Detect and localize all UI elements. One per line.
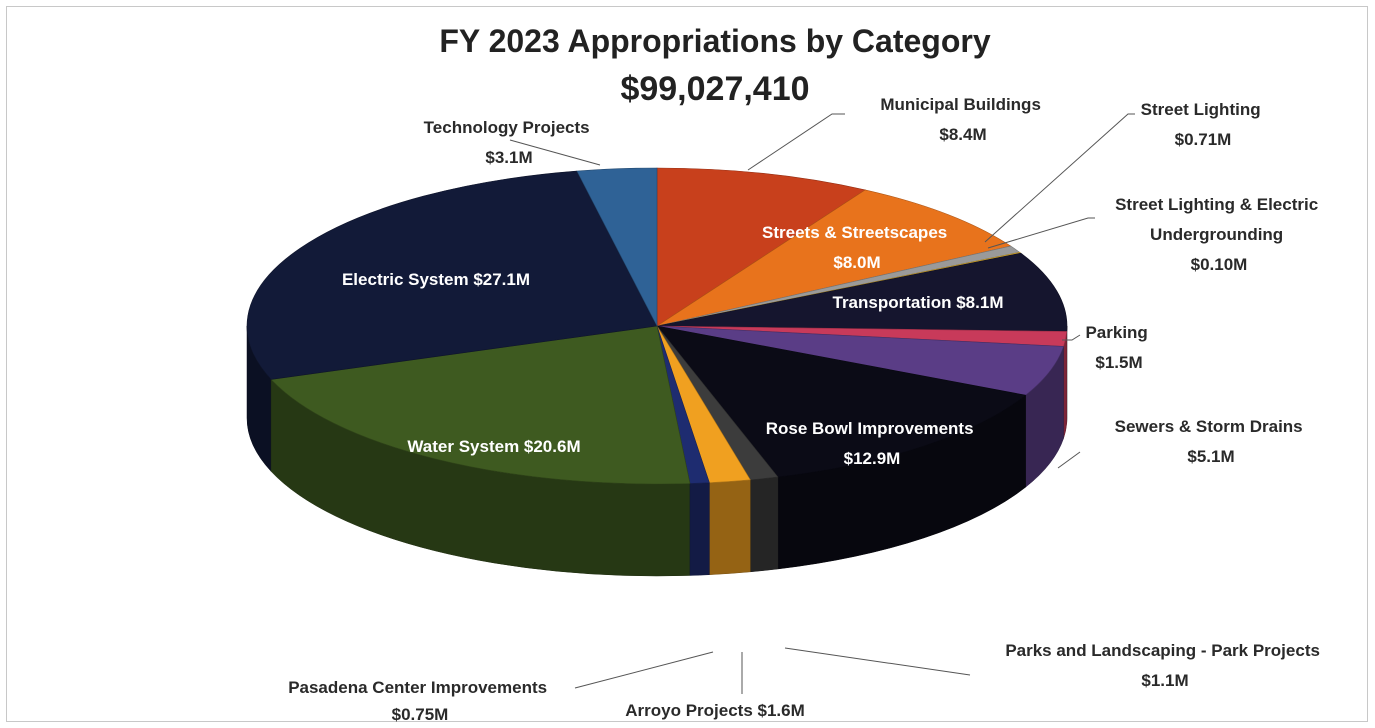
pie-slice-streets-streetscapes xyxy=(656,189,1012,327)
label-street-lighting-name: Street Lighting xyxy=(1141,100,1261,119)
label-transportation: Transportation $8.1M xyxy=(833,293,1004,312)
label-street-lighting: Street Lighting $0.71M xyxy=(1141,100,1266,149)
label-pasadena-name: Pasadena Center Improvements xyxy=(288,678,547,697)
label-technology: Technology Projects $3.1M xyxy=(424,118,595,167)
label-sewers: Sewers & Storm Drains $5.1M xyxy=(1115,417,1308,466)
label-rose-bowl-name: Rose Bowl Improvements xyxy=(766,419,974,438)
label-sewers-value: $5.1M xyxy=(1187,447,1234,466)
label-water: Water System $20.6M xyxy=(407,437,580,456)
label-street-lighting-value: $0.71M xyxy=(1175,130,1232,149)
label-rose-bowl: Rose Bowl Improvements $12.9M xyxy=(766,419,979,468)
label-streets-value: $8.0M xyxy=(833,253,880,272)
label-pasadena-value: $0.75M xyxy=(392,705,449,724)
label-pasadena: Pasadena Center Improvements $0.75M xyxy=(288,678,552,724)
label-parking: Parking $1.5M xyxy=(1085,323,1152,372)
label-technology-value: $3.1M xyxy=(485,148,532,167)
leader-street-lighting xyxy=(984,113,1135,243)
pie-slice-transportation xyxy=(656,252,1068,332)
label-rose-bowl-value: $12.9M xyxy=(844,449,901,468)
leader-parking xyxy=(1062,334,1081,341)
chart-subtitle: $99,027,410 xyxy=(620,70,809,108)
label-undergrounding: Street Lighting & Electric Undergroundin… xyxy=(1115,195,1323,274)
label-arroyo: Arroyo Projects $1.6M xyxy=(625,701,805,720)
pie-layer xyxy=(246,167,1068,577)
pie-slice-municipal-buildings xyxy=(656,167,867,327)
label-electric: Electric System $27.1M xyxy=(342,270,530,289)
leader-technology xyxy=(509,139,601,166)
label-parks-value: $1.1M xyxy=(1141,671,1188,690)
label-municipal-buildings-name: Municipal Buildings xyxy=(880,95,1041,114)
label-undergrounding-value: $0.10M xyxy=(1191,255,1248,274)
pie-side-parks-and-landscaping-park-projects xyxy=(750,476,779,573)
leader-sewers xyxy=(1057,451,1081,469)
label-municipal-buildings: Municipal Buildings $8.4M xyxy=(880,95,1045,144)
leader-pasadena xyxy=(574,651,714,689)
label-streets-name: Streets & Streetscapes xyxy=(762,223,947,242)
pie-slice-rose-bowl-improvements xyxy=(656,325,1027,478)
label-undergrounding-line1: Street Lighting & Electric xyxy=(1115,195,1318,214)
leader-lines xyxy=(509,113,1135,694)
label-undergrounding-line2: Undergrounding xyxy=(1150,225,1283,244)
pie-slice-water-system xyxy=(270,325,691,485)
label-municipal-buildings-value: $8.4M xyxy=(939,125,986,144)
pie-side-arroyo-projects xyxy=(709,479,751,575)
pie-side-pasadena-center-improvements xyxy=(689,482,710,576)
label-technology-name: Technology Projects xyxy=(424,118,590,137)
label-streets: Streets & Streetscapes $8.0M xyxy=(762,223,952,272)
label-parks: Parks and Landscaping - Park Projects $1… xyxy=(1005,641,1324,690)
leader-undergrounding xyxy=(987,217,1095,249)
chart-frame xyxy=(6,6,1368,722)
chart-title: FY 2023 Appropriations by Category xyxy=(439,23,990,59)
pie-slice-technology-projects xyxy=(576,167,658,327)
pie-side-parking xyxy=(1063,331,1068,439)
label-parking-value: $1.5M xyxy=(1095,353,1142,372)
label-sewers-name: Sewers & Storm Drains xyxy=(1115,417,1303,436)
pie-slice-electric-system xyxy=(246,170,658,380)
label-parks-name: Parks and Landscaping - Park Projects xyxy=(1005,641,1320,660)
leader-parks xyxy=(784,647,971,676)
label-parking-name: Parking xyxy=(1085,323,1147,342)
leader-municipal-buildings xyxy=(747,113,845,171)
